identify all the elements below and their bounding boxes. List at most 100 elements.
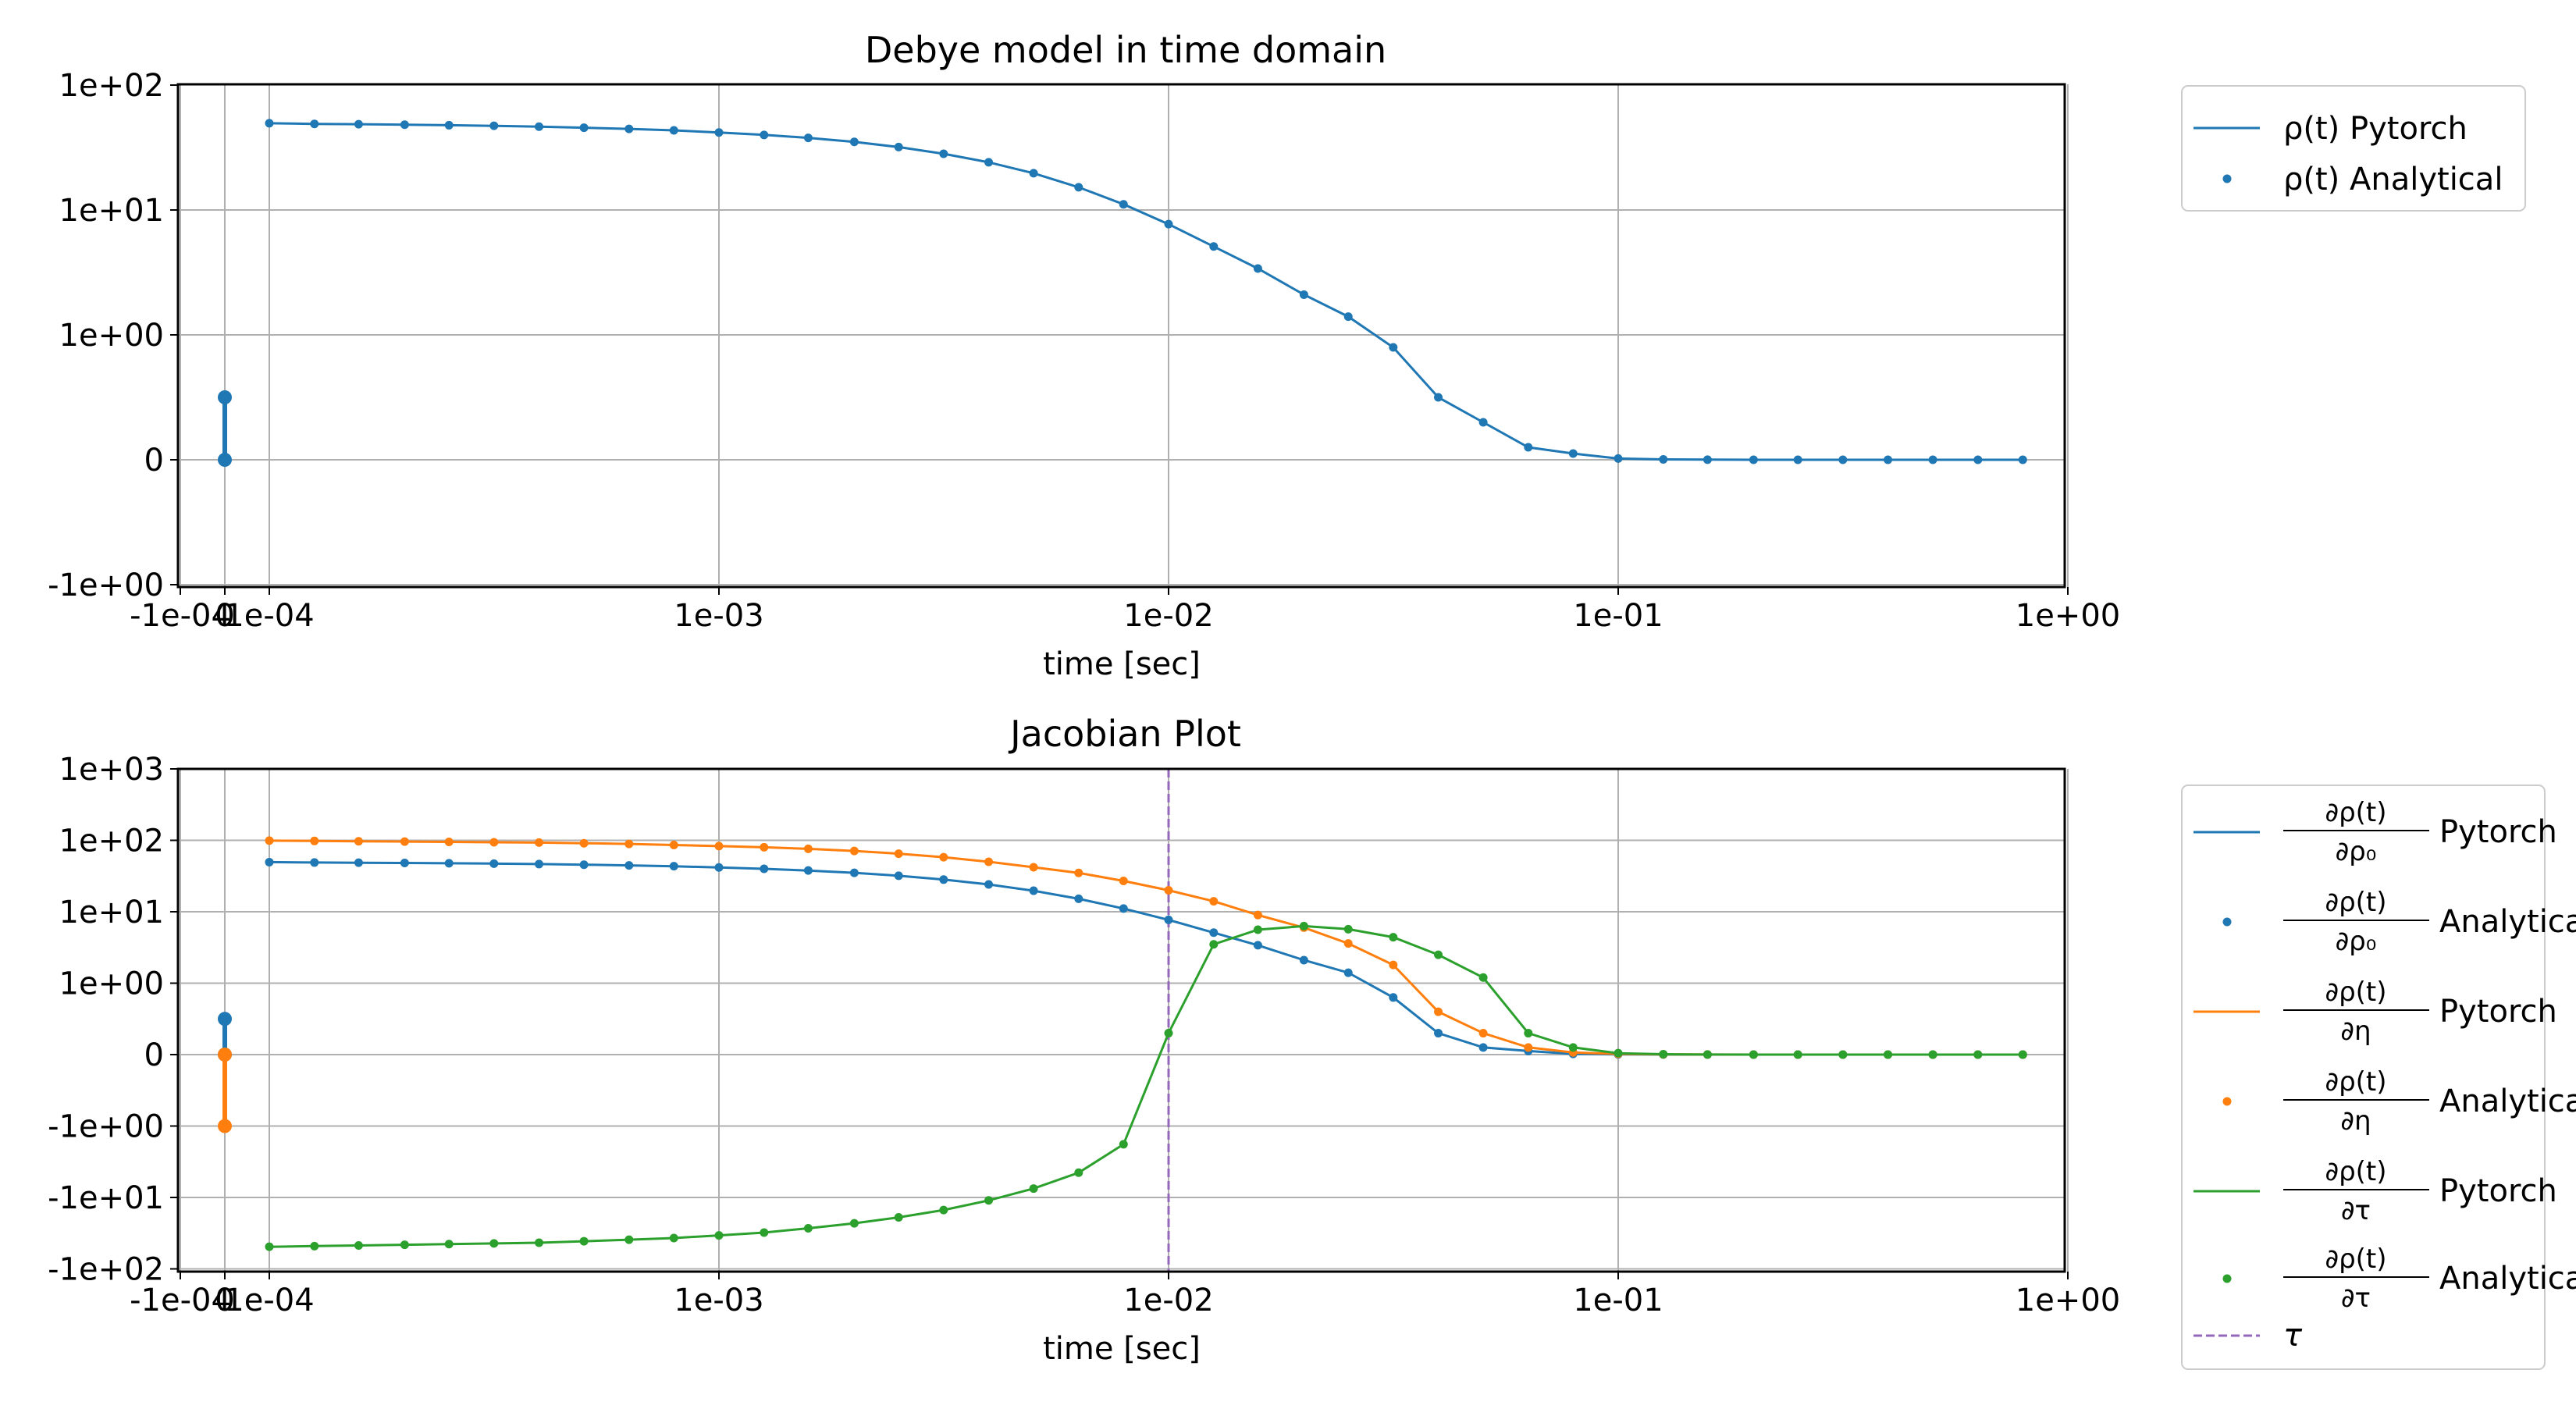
legend-label: Analytical [2439,904,2576,940]
data-point [669,126,678,135]
data-point [489,1239,499,1248]
data-point [1389,343,1398,352]
data-point [535,1238,544,1247]
data-point [849,846,859,856]
x-tick-label: 1e+00 [2016,1283,2120,1318]
data-point [489,121,499,130]
data-point [1884,455,1893,464]
legend-label: Analytical [2439,1083,2576,1119]
data-point [1524,1029,1533,1038]
legend-fraction-denominator: ∂η [2340,1105,2371,1137]
data-point [489,859,499,868]
data-point [760,842,769,852]
data-point [1478,1029,1488,1038]
data-point [310,1241,319,1251]
data-point [1478,1043,1488,1052]
data-point [1478,418,1488,427]
series-line [269,122,2023,461]
data-point [1119,877,1128,886]
x-axis-label: time [sec] [1043,646,1201,682]
data-point [535,838,544,847]
y-tick-label: -1e+00 [48,1109,164,1145]
data-point [1749,1050,1758,1059]
data-point [1703,1050,1712,1059]
data-point [1119,904,1128,913]
data-point [714,128,724,137]
data-point [624,861,634,870]
data-point [669,862,678,871]
data-point [1029,886,1038,895]
data-point [1164,915,1173,924]
data-point [939,1205,948,1215]
legend-fraction-numerator: ∂ρ(t) [2325,1244,2386,1275]
y-tick-label: 0 [144,1037,164,1073]
data-point [894,142,903,151]
data-point [984,857,994,866]
data-point [1703,455,1712,464]
data-point [939,149,948,158]
x-tick-label: 1e-02 [1123,598,1213,634]
y-tick-label: 1e+02 [59,824,164,859]
y-tick-label: 1e+00 [59,318,164,354]
data-point [669,1233,678,1243]
legend-label: Pytorch [2439,814,2557,850]
data-point [1928,455,1937,464]
data-point [1838,1050,1848,1059]
data-point [984,880,994,889]
y-ticks: -1e+02 -1e+01 -1e+00 0 1e+00 1e+01 1e+02 1e+03 [48,752,178,1288]
data-point [849,868,859,877]
legend-box [2181,785,2546,1370]
data-point [1074,868,1083,877]
data-point [1164,1029,1173,1038]
data-point [400,1240,409,1250]
data-point [803,866,813,875]
data-point [1389,993,1398,1002]
y-tick-label: 1e+01 [59,895,164,930]
data-point [894,849,903,859]
legend-fraction-numerator: ∂ρ(t) [2325,887,2386,918]
data-point [1614,1048,1623,1058]
data-point [1253,910,1262,920]
legend-fraction-numerator: ∂ρ(t) [2325,797,2386,828]
x-tick-label: 0 [215,598,234,634]
chart-title: Debye model in time domain [865,29,1386,71]
data-point [1209,897,1219,906]
data-point [1568,1043,1578,1052]
data-point [1389,933,1398,942]
data-point [1299,290,1308,299]
legend-label: τ [2283,1318,2303,1354]
stem-marker [218,390,232,404]
legend-fraction-denominator: ∂ρ₀ [2336,836,2377,867]
x-tick-label: 1e-03 [674,598,763,634]
data-point [400,120,409,130]
data-point [579,838,589,848]
legend-fraction-numerator: ∂ρ(t) [2325,1066,2386,1098]
data-point [310,119,319,129]
data-point [760,864,769,874]
legend-dot-swatch [2222,1274,2232,1283]
data-point [1209,928,1219,938]
stem-marker [218,453,232,467]
data-point [535,122,544,131]
legend: ρ(t) Pytorch ρ(t) Analytical [2181,85,2526,212]
data-point [1973,455,1983,464]
y-tick-label: -1e+02 [48,1252,164,1288]
stems [218,1012,232,1133]
stem-marker [218,1048,232,1062]
legend-dot-swatch [2222,1097,2232,1106]
data-point [1164,885,1173,895]
data-point [1074,183,1083,192]
x-tick-label: 0 [215,1283,234,1318]
data-point [624,124,634,133]
data-point [1343,312,1353,322]
data-point [310,836,319,845]
legend-dot-swatch [2222,174,2232,183]
data-point [1119,200,1128,209]
data-point [354,858,363,867]
data-point [265,1242,274,1251]
x-tick-label: -1e-04 [130,598,231,634]
